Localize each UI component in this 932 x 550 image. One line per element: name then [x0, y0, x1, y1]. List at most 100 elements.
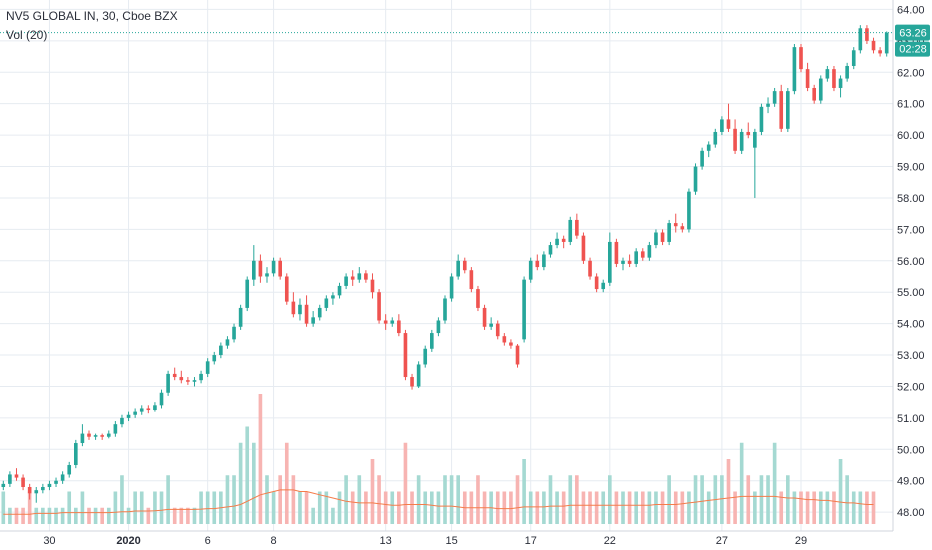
candle[interactable]: [331, 292, 335, 305]
candle[interactable]: [832, 65, 836, 92]
candle[interactable]: [647, 241, 652, 261]
candle[interactable]: [640, 248, 645, 261]
candle[interactable]: [601, 279, 606, 293]
candle[interactable]: [423, 345, 428, 368]
candle[interactable]: [278, 257, 282, 280]
candle[interactable]: [555, 232, 559, 249]
candle[interactable]: [291, 292, 296, 318]
candle[interactable]: [753, 128, 757, 198]
candle[interactable]: [845, 62, 849, 82]
candle[interactable]: [265, 267, 269, 283]
candle[interactable]: [621, 257, 625, 271]
candle[interactable]: [113, 421, 118, 437]
candle[interactable]: [14, 468, 19, 481]
candle[interactable]: [238, 304, 243, 330]
candle[interactable]: [680, 223, 685, 233]
candle[interactable]: [462, 257, 467, 274]
candle[interactable]: [489, 317, 493, 330]
candle[interactable]: [139, 405, 144, 415]
candle[interactable]: [851, 47, 856, 70]
candle[interactable]: [192, 377, 197, 387]
candle[interactable]: [581, 232, 586, 264]
candle[interactable]: [779, 84, 784, 132]
candle[interactable]: [219, 342, 223, 359]
candle[interactable]: [271, 257, 276, 277]
candle[interactable]: [186, 377, 190, 385]
candle[interactable]: [27, 483, 32, 500]
candle[interactable]: [67, 461, 72, 478]
candle[interactable]: [482, 304, 487, 330]
candle[interactable]: [87, 430, 91, 440]
candle[interactable]: [350, 270, 355, 286]
candle[interactable]: [799, 43, 803, 73]
candle[interactable]: [542, 251, 546, 271]
candle[interactable]: [476, 285, 480, 312]
candle[interactable]: [357, 267, 362, 283]
candle[interactable]: [60, 471, 65, 484]
candle[interactable]: [502, 333, 507, 346]
candle[interactable]: [871, 37, 876, 54]
candle[interactable]: [370, 273, 375, 299]
candle[interactable]: [443, 295, 447, 324]
candle[interactable]: [449, 273, 454, 302]
candle[interactable]: [377, 289, 381, 324]
candle[interactable]: [706, 141, 711, 158]
candle[interactable]: [54, 477, 58, 488]
candle[interactable]: [865, 25, 869, 44]
candle[interactable]: [410, 373, 414, 390]
candle[interactable]: [548, 241, 553, 258]
candle[interactable]: [858, 25, 863, 54]
candle[interactable]: [205, 358, 210, 378]
candle[interactable]: [34, 487, 39, 503]
candle[interactable]: [133, 408, 137, 418]
candle[interactable]: [41, 483, 45, 494]
candle[interactable]: [693, 163, 698, 195]
candle[interactable]: [47, 480, 52, 491]
candle[interactable]: [805, 62, 810, 92]
candle[interactable]: [21, 474, 25, 491]
candle[interactable]: [258, 254, 263, 283]
candle[interactable]: [298, 298, 302, 321]
candle[interactable]: [786, 87, 790, 132]
candle[interactable]: [172, 367, 177, 381]
candle[interactable]: [594, 273, 599, 293]
candle[interactable]: [673, 213, 678, 233]
candle[interactable]: [759, 103, 764, 136]
candle[interactable]: [627, 254, 632, 268]
candle[interactable]: [528, 257, 533, 283]
candle[interactable]: [720, 116, 724, 136]
candle[interactable]: [106, 430, 111, 439]
candle[interactable]: [739, 128, 744, 154]
candle[interactable]: [667, 219, 671, 246]
candle[interactable]: [825, 65, 830, 82]
candle[interactable]: [522, 276, 526, 343]
candle[interactable]: [608, 232, 612, 286]
candle[interactable]: [713, 128, 718, 148]
candle[interactable]: [397, 314, 401, 337]
candle[interactable]: [212, 351, 217, 365]
candle[interactable]: [199, 370, 203, 384]
candle[interactable]: [515, 344, 520, 368]
time-axis[interactable]: 30 2020 6 8 13 15 17 22 27 29: [43, 535, 807, 547]
candle[interactable]: [245, 276, 250, 312]
candle[interactable]: [120, 414, 124, 428]
candle[interactable]: [575, 213, 579, 239]
candle[interactable]: [568, 216, 573, 246]
candle[interactable]: [766, 97, 770, 114]
candle[interactable]: [232, 323, 236, 343]
candle[interactable]: [146, 405, 151, 414]
candle[interactable]: [535, 254, 540, 271]
candle[interactable]: [390, 317, 395, 327]
candle[interactable]: [80, 424, 85, 447]
candle[interactable]: [364, 270, 368, 283]
candle[interactable]: [153, 402, 157, 412]
candle[interactable]: [746, 122, 751, 139]
candle[interactable]: [660, 229, 665, 246]
candle[interactable]: [311, 311, 315, 327]
candle[interactable]: [456, 254, 460, 280]
candle[interactable]: [225, 336, 230, 349]
candle[interactable]: [884, 31, 889, 57]
candle[interactable]: [436, 317, 441, 337]
candle[interactable]: [588, 257, 592, 280]
candle[interactable]: [726, 103, 731, 132]
